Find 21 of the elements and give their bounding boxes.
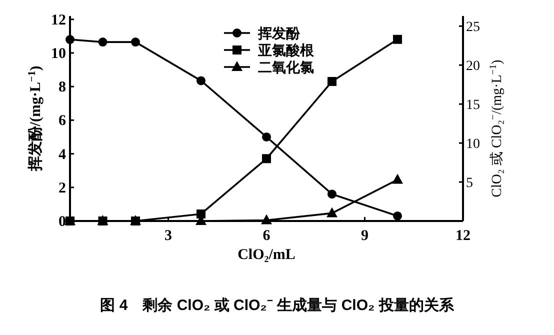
y2-tick-label: 5 (466, 176, 473, 192)
y-tick-label: 8 (58, 80, 66, 96)
legend-label: 二氧化氯 (258, 59, 314, 75)
x-axis-title: ClO₂/mL (238, 247, 296, 263)
y2-tick-label: 25 (466, 20, 480, 36)
y2-tick-label: 10 (466, 137, 480, 152)
x-tick-label: 6 (262, 228, 271, 244)
x-tick-label: 12 (456, 228, 470, 244)
legend-label: 亚氯酸根 (257, 42, 315, 58)
y-tick-label: 0 (58, 214, 66, 230)
caption: 图 4 剩余 ClO₂ 或 ClO₂$^{−}$ 生成量与 ClO₂ 投量的关系 (100, 295, 455, 314)
y-tick-label: 4 (58, 146, 66, 163)
x-tick-label: 9 (361, 228, 368, 244)
y-tick-label: 12 (51, 12, 66, 28)
y-tick-label: 10 (51, 46, 66, 62)
y-tick-label: 6 (58, 113, 66, 130)
y2-tick-label: 15 (466, 98, 480, 114)
legend-label: 挥发酚 (257, 25, 301, 41)
x-tick-label: 3 (164, 228, 172, 244)
y2-tick-label: 20 (466, 59, 480, 74)
y-tick-label: 2 (58, 180, 66, 196)
